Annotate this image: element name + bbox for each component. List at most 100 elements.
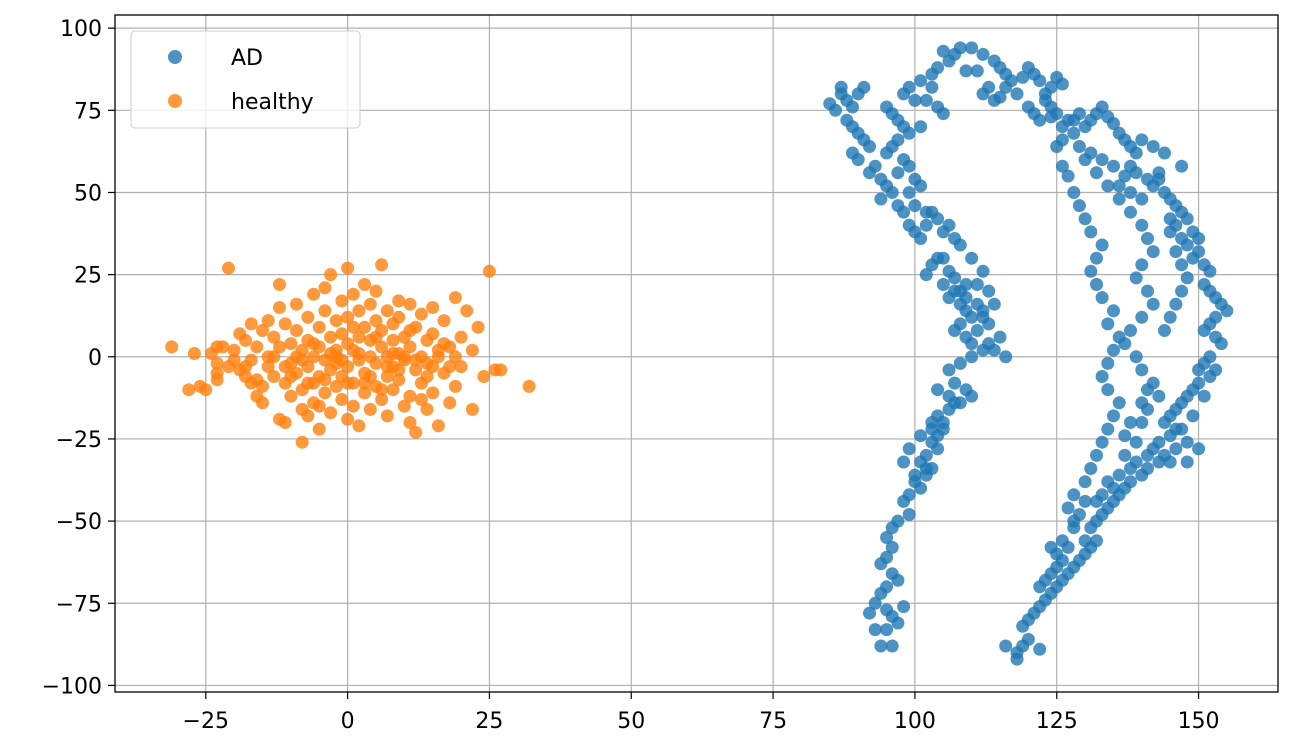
data-point — [868, 623, 882, 637]
data-point — [1163, 429, 1177, 443]
data-point — [375, 383, 389, 397]
x-tick-label: 75 — [759, 709, 787, 734]
data-point — [420, 402, 434, 416]
data-point — [914, 74, 928, 88]
data-point — [1203, 264, 1217, 278]
data-point — [346, 287, 360, 301]
data-point — [965, 41, 979, 55]
data-point — [1084, 462, 1098, 475]
data-point — [261, 350, 275, 364]
data-point — [914, 232, 928, 245]
data-point — [1158, 324, 1171, 337]
data-point — [267, 330, 281, 344]
data-point — [1152, 455, 1166, 469]
data-point — [936, 278, 950, 291]
data-point — [1135, 192, 1149, 206]
data-point — [443, 396, 457, 410]
data-point — [386, 347, 400, 360]
data-point — [1180, 212, 1194, 226]
data-point — [1095, 435, 1109, 449]
data-point — [948, 271, 962, 285]
data-point — [1192, 232, 1206, 245]
data-point — [1158, 146, 1171, 160]
data-point — [346, 320, 360, 334]
data-point — [1135, 133, 1149, 147]
data-point — [908, 199, 922, 213]
data-point — [324, 406, 338, 420]
data-point — [335, 393, 349, 406]
data-point — [1118, 448, 1132, 462]
data-point — [942, 363, 956, 377]
data-point — [1141, 232, 1154, 245]
data-point — [318, 386, 332, 400]
data-point — [953, 41, 967, 55]
data-point — [301, 310, 315, 324]
data-point — [1010, 87, 1024, 101]
data-point — [948, 324, 962, 337]
data-point — [1084, 521, 1098, 535]
data-point — [982, 80, 996, 94]
data-point — [953, 238, 967, 252]
data-point — [1192, 442, 1206, 456]
data-point — [465, 402, 479, 416]
x-axis: −25 0 25 50 75 100 125 150 — [183, 692, 1220, 734]
legend-frame — [130, 30, 361, 129]
data-point — [369, 330, 383, 344]
data-point — [976, 47, 990, 61]
data-point — [1135, 310, 1149, 324]
data-point — [902, 126, 916, 140]
data-point — [863, 606, 876, 620]
data-point — [1135, 363, 1149, 377]
y-tick-label: 75 — [74, 99, 102, 124]
data-point — [448, 379, 462, 393]
data-point — [392, 373, 406, 387]
data-point — [324, 268, 338, 282]
data-point — [284, 370, 298, 383]
data-point — [352, 419, 366, 433]
data-point — [863, 166, 876, 180]
data-point — [902, 442, 916, 456]
data-point — [386, 383, 400, 397]
data-point — [380, 360, 394, 374]
data-point — [874, 557, 888, 571]
data-point — [1141, 172, 1154, 186]
data-point — [1163, 455, 1177, 469]
data-point — [307, 287, 321, 301]
data-point — [352, 347, 366, 360]
data-point — [307, 350, 321, 364]
data-point — [1016, 619, 1030, 633]
data-point — [1169, 297, 1183, 311]
data-point — [363, 402, 377, 416]
data-point — [1180, 455, 1194, 469]
data-point — [437, 337, 451, 351]
data-point — [358, 386, 372, 400]
data-point — [397, 399, 411, 413]
data-point — [1141, 448, 1154, 462]
data-point — [1169, 442, 1183, 456]
data-point — [409, 353, 423, 367]
data-point — [970, 324, 984, 337]
data-point — [1095, 291, 1109, 305]
data-point — [278, 360, 292, 374]
data-point — [1146, 245, 1160, 259]
data-point — [1090, 448, 1103, 462]
data-point — [1141, 383, 1154, 397]
data-point — [965, 389, 979, 403]
data-point — [1124, 462, 1137, 475]
data-point — [256, 324, 269, 337]
data-point — [324, 330, 338, 344]
data-point — [1084, 146, 1098, 160]
data-point — [346, 399, 360, 413]
data-point — [465, 343, 479, 357]
data-point — [1186, 251, 1200, 265]
data-point — [397, 350, 411, 364]
data-point — [477, 370, 491, 383]
data-point — [1175, 284, 1189, 298]
data-point — [284, 337, 298, 351]
data-point — [380, 370, 394, 383]
data-point — [210, 356, 224, 370]
legend-label-healthy: healthy — [231, 90, 314, 115]
data-point — [222, 261, 235, 275]
data-point — [1197, 324, 1211, 337]
data-point — [942, 291, 956, 305]
